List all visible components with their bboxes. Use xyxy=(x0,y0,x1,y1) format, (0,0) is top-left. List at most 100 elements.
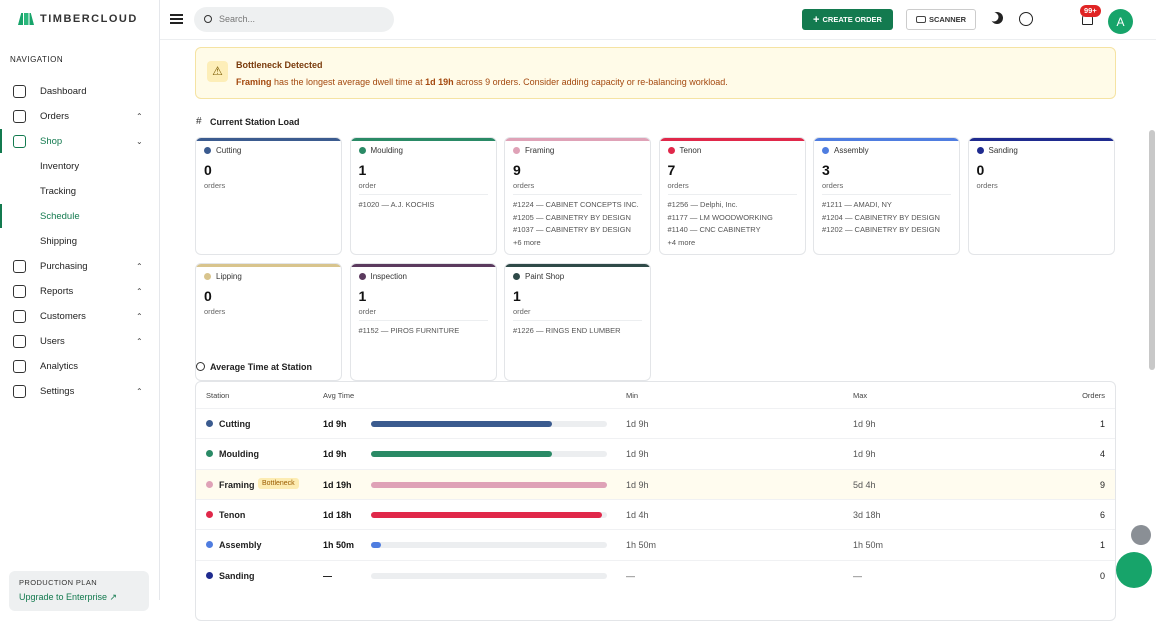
count-unit: orders xyxy=(513,181,535,190)
nav-heading: NAVIGATION xyxy=(10,55,64,64)
nav-label: Reports xyxy=(40,285,74,297)
avg-time: — xyxy=(323,570,332,581)
avg-bar xyxy=(371,421,553,427)
min-time: 1d 4h xyxy=(626,509,649,520)
nav-item[interactable]: Reports ⌃ xyxy=(0,279,159,303)
order-entry: #1256 — Delphi, Inc. xyxy=(667,200,738,209)
scanner-button[interactable]: SCANNER xyxy=(906,9,976,30)
nav-item[interactable]: Analytics xyxy=(0,354,159,378)
theme-toggle[interactable] xyxy=(991,12,1003,24)
station-count: 0 xyxy=(204,162,212,178)
min-time: 1d 9h xyxy=(626,479,649,490)
station-dot xyxy=(513,273,520,280)
station-card: Cutting 0 orders xyxy=(195,137,342,255)
card-top-border xyxy=(350,264,496,267)
max-time: 3d 18h xyxy=(853,509,881,520)
help-button[interactable] xyxy=(1019,12,1033,26)
nav-subitem[interactable]: Schedule xyxy=(0,204,159,228)
max-time: 1d 9h xyxy=(853,419,876,429)
station-dot xyxy=(822,147,829,154)
nav-label: Settings xyxy=(40,385,75,397)
nav-item[interactable]: Purchasing ⌃ xyxy=(0,254,159,278)
search-box[interactable]: Search... xyxy=(194,7,394,32)
nav-item[interactable]: Users ⌃ xyxy=(0,329,159,353)
station-name: Paint Shop xyxy=(525,272,565,281)
nav-subitem[interactable]: Inventory xyxy=(0,154,159,178)
station-name: Cutting xyxy=(219,419,251,429)
scrollbar xyxy=(1149,130,1155,370)
alert-body: Framing has the longest average dwell ti… xyxy=(236,77,728,87)
nav-item[interactable]: Shop ⌄ xyxy=(0,129,159,153)
brand: TIMBERCLOUD xyxy=(40,13,138,25)
avg-bar xyxy=(371,511,602,518)
active-indicator xyxy=(0,204,2,228)
upgrade-link[interactable]: Upgrade to Enterprise ↗ xyxy=(19,592,118,602)
nav-subitem[interactable]: Shipping xyxy=(0,229,159,253)
create-label: CREATE ORDER xyxy=(822,15,882,24)
card-top-border xyxy=(505,264,650,267)
chevron: ⌃ xyxy=(136,311,143,321)
sidebar: TIMBERCLOUD NAVIGATION Dashboard Orders ⌃ Sho… xyxy=(0,0,160,611)
station-name: Assembly xyxy=(219,540,262,551)
nav-label: Inventory xyxy=(40,160,80,172)
chevron: ⌄ xyxy=(136,136,143,146)
avatar[interactable]: A xyxy=(1108,9,1133,34)
column-header: Avg Time xyxy=(323,391,355,400)
nav-item[interactable]: Customers ⌃ xyxy=(0,304,159,328)
nav-subitem[interactable]: Tracking xyxy=(0,179,159,203)
active-indicator xyxy=(0,129,2,153)
bar-track xyxy=(371,572,607,579)
nav-item[interactable]: Orders ⌃ xyxy=(0,104,159,128)
chevron: ⌃ xyxy=(136,286,143,296)
scanner-label: SCANNER xyxy=(928,15,967,24)
search-placeholder: Search... xyxy=(219,14,256,24)
avg-time: 1d 9h xyxy=(323,419,347,429)
station-count: 3 xyxy=(822,162,830,178)
logo xyxy=(18,13,34,25)
station-dot xyxy=(667,147,675,154)
station-count: 0 xyxy=(976,162,985,178)
min-time: 1h 50m xyxy=(626,540,657,551)
nav-icon xyxy=(13,259,26,273)
avg-bar xyxy=(371,451,553,458)
station-count: 1 xyxy=(358,288,367,304)
create-order-button[interactable]: + CREATE ORDER xyxy=(802,9,893,30)
hash-icon: # xyxy=(196,116,202,127)
more-link[interactable]: +4 more xyxy=(667,237,696,247)
chevron: ⌃ xyxy=(136,336,143,346)
card-top-border xyxy=(659,138,805,141)
avg-time: 1d 18h xyxy=(323,509,352,520)
station-name: Cutting xyxy=(216,146,242,155)
chat-button[interactable] xyxy=(1116,552,1152,588)
station-dot xyxy=(206,571,213,579)
nav-item[interactable]: Settings ⌃ xyxy=(0,379,159,403)
min-time: 1d 9h xyxy=(626,419,649,429)
order-entry: #1226 — RINGS END LUMBER xyxy=(513,326,621,335)
topbar: Search... + CREATE ORDER SCANNER 99+ A xyxy=(160,0,1156,40)
count-unit: order xyxy=(513,307,531,316)
station-name: Lipping xyxy=(216,272,242,281)
nav-label: Shipping xyxy=(40,235,77,247)
order-count: 0 xyxy=(1099,570,1105,581)
nav-icon xyxy=(13,134,26,148)
order-entry: #1224 — CABINET CONCEPTS INC. xyxy=(513,200,639,209)
card-top-border xyxy=(505,138,650,141)
station-dot xyxy=(206,480,213,488)
section-title: Average Time at Station xyxy=(210,362,313,372)
hide-button[interactable] xyxy=(1131,525,1151,545)
table-row: Assembly 1h 50m 1h 50m 1h 50m 1 xyxy=(196,529,1115,559)
nav-label: Customers xyxy=(40,310,86,322)
more-link[interactable]: +6 more xyxy=(513,237,541,247)
alert-station: Framing xyxy=(236,77,272,87)
notification-badge: 99+ xyxy=(1080,5,1101,17)
menu-button[interactable] xyxy=(170,14,183,24)
nav-item[interactable]: Dashboard xyxy=(0,79,159,103)
table-row: Sanding — — — 0 xyxy=(196,559,1115,590)
station-count: 9 xyxy=(513,162,521,178)
station-name: Tenon xyxy=(679,146,702,155)
station-dot xyxy=(206,420,213,427)
max-time: 5d 4h xyxy=(853,479,876,490)
order-entry: #1204 — CABINETRY BY DESIGN xyxy=(822,212,940,222)
station-card: Framing 9 orders #1224 — CABINET CONCEPTS I… xyxy=(504,137,651,255)
bottleneck-badge: Bottleneck xyxy=(258,477,299,489)
